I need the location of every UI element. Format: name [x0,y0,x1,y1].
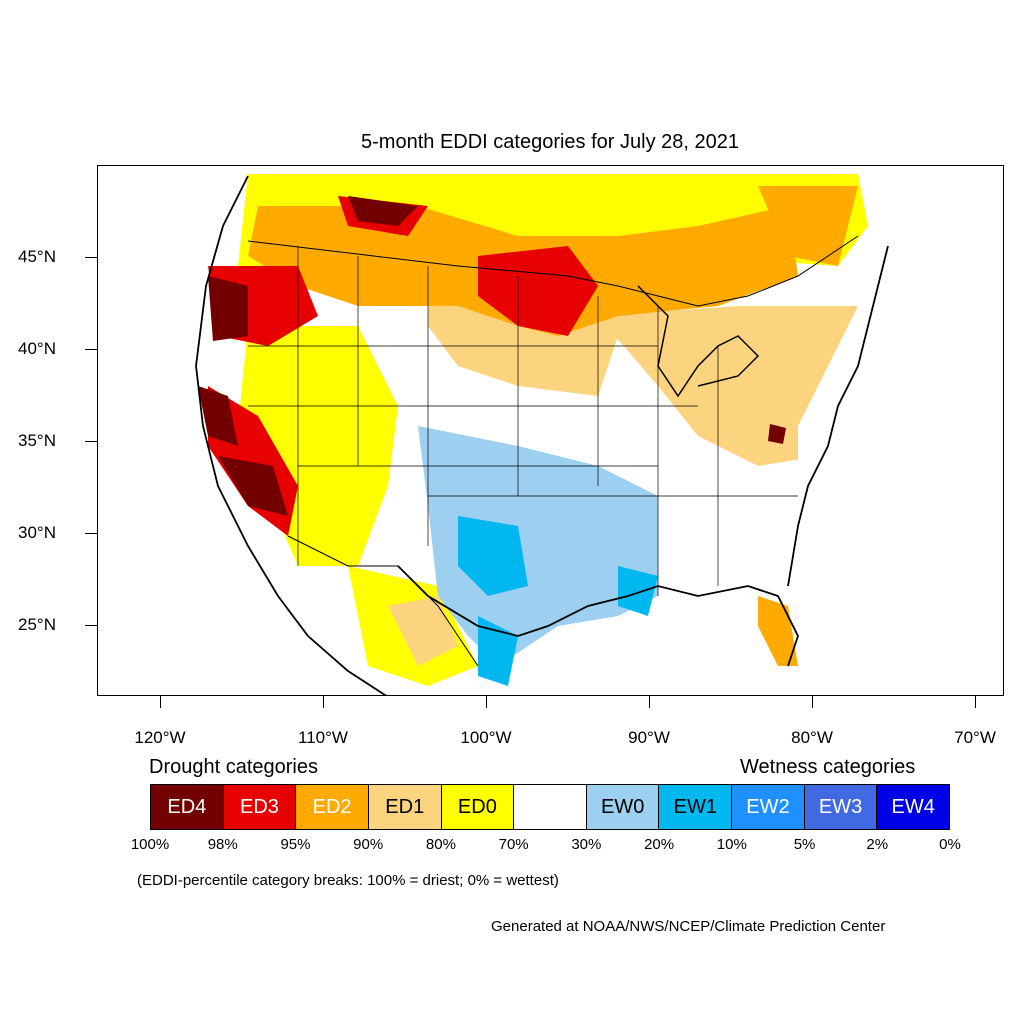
region-ew1-louisiana [618,566,658,616]
legend-break-label: 2% [866,836,889,853]
lon-tick [812,696,813,708]
legend-break-label: 30% [571,836,602,853]
lat-tick [85,257,97,258]
legend-box-ed2: ED2 [296,785,369,829]
lat-label-25: 25°N [18,615,56,634]
region-ed4-oregon [208,276,248,341]
legend-box-ed3: ED3 [223,785,297,829]
legend-box-ed0: ED0 [441,785,515,829]
pacific-mask [98,166,367,695]
legend-box-ed4: ED4 [151,785,224,829]
region-ed4-socal [218,456,288,516]
lon-tick [975,696,976,708]
region-florida [758,596,798,666]
coastline [195,175,387,695]
legend-box-ew0: EW0 [586,785,660,829]
region-ed4-montana [348,196,418,226]
lat-label-30: 30°N [18,523,56,542]
lat-tick [85,625,97,626]
legend-box-ew4: EW4 [877,785,950,829]
legend-box-ew3: EW3 [804,785,878,829]
lat-tick [85,349,97,350]
region-ed4-ca [198,386,238,446]
legend-break-label: 100% [130,836,170,853]
lon-label-100: 100°W [460,728,512,747]
mexico-border [287,535,479,667]
region-ed1-tx [388,596,458,666]
map-panel [97,165,1004,696]
lat-label-35: 35°N [18,431,56,450]
legend-break-label: 98% [207,836,238,853]
drought-heading: Drought categories [149,756,318,778]
legend-break-label: 80% [425,836,456,853]
legend-break-label: 90% [353,836,384,853]
lon-label-110: 110°W [298,728,348,747]
wetness-heading: Wetness categories [740,756,916,778]
lon-label-90: 90°W [628,728,670,747]
legend-break-label: 20% [644,836,675,853]
legend-break-label: 10% [716,836,747,853]
legend-break-label: 70% [498,836,529,853]
legend-colorbar: ED4 ED3 ED2 ED1 ED0 EW0 EW1 EW2 EW3 EW4 [150,784,950,830]
region-ed4-dc [768,424,786,444]
lon-label-70: 70°W [954,728,996,747]
gulf-coast [397,565,799,667]
category-note: (EDDI-percentile category breaks: 100% =… [137,872,559,889]
lon-tick [323,696,324,708]
credit-line: Generated at NOAA/NWS/NCEP/Climate Predi… [491,918,886,935]
lon-tick [160,696,161,708]
region-ed3-dakota [478,246,598,336]
east-coast [787,245,889,587]
lon-tick [649,696,650,708]
eddi-map [98,166,1003,695]
lat-label-40: 40°N [18,339,56,358]
lat-tick [85,441,97,442]
lon-label-120: 120°W [134,728,186,747]
legend-break-label: 95% [280,836,311,853]
legend-break-label: 5% [793,836,816,853]
legend-break-label: 0% [939,836,961,853]
legend-box-ed1: ED1 [368,785,442,829]
lon-label-80: 80°W [791,728,833,747]
region-ed0-north [238,174,868,286]
canada-border [247,235,859,307]
legend-box-neutral [514,785,587,829]
region-ew1-texas [458,516,528,596]
lon-tick [486,696,487,708]
lat-tick [85,533,97,534]
great-lakes [637,285,760,398]
lat-label-45: 45°N [18,247,56,266]
map-title: 5-month EDDI categories for July 28, 202… [361,131,739,153]
legend-box-ew1: EW1 [659,785,733,829]
atlantic-mask [788,166,1003,695]
region-ed2-ne [758,186,858,266]
legend-box-ew2: EW2 [732,785,805,829]
state-lines [248,246,798,596]
